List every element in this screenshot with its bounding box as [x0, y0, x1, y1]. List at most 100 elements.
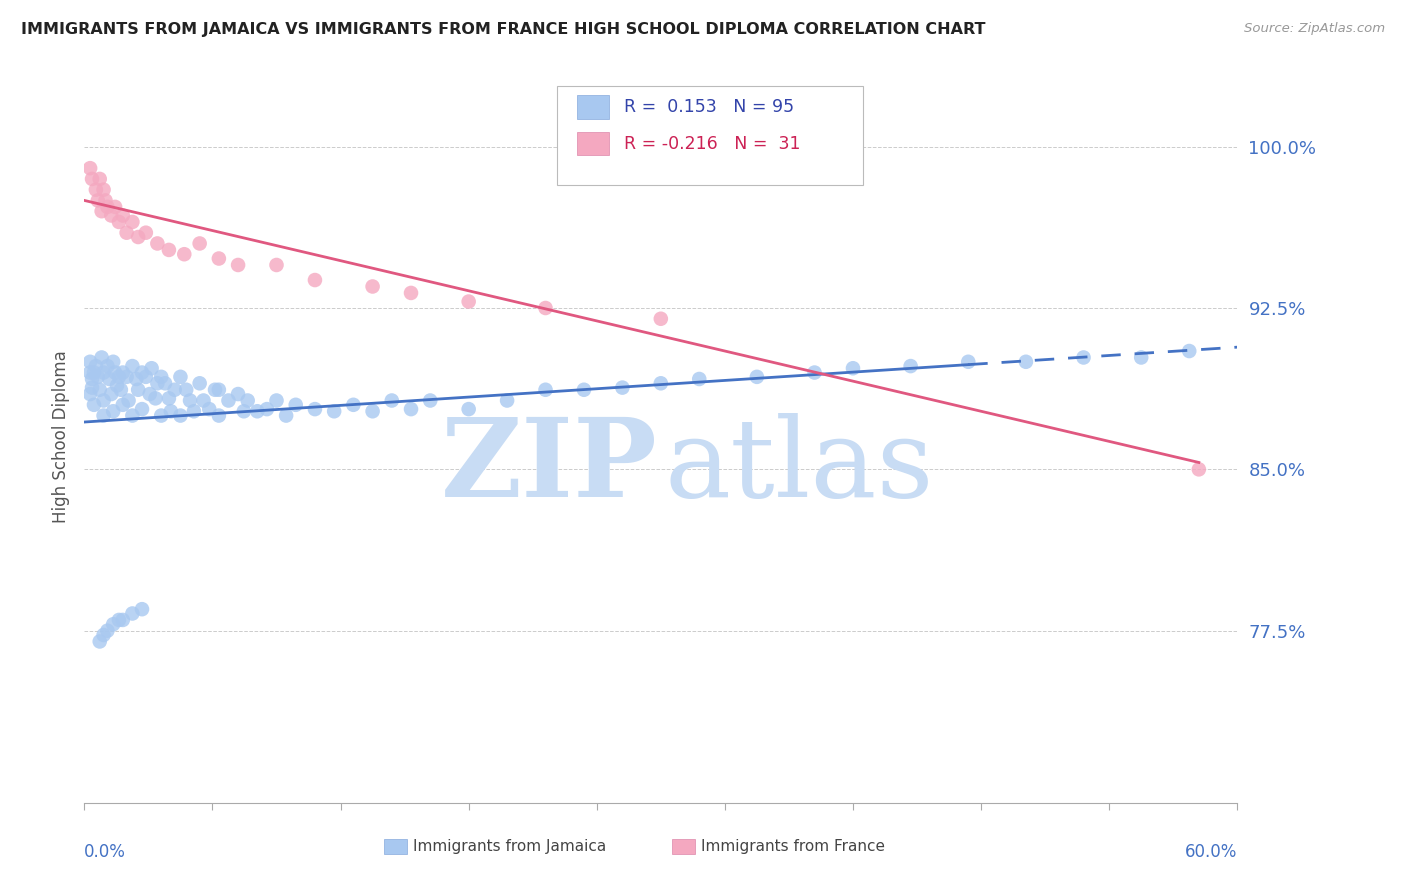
Point	[157, 243, 180, 257]
Point	[266, 258, 288, 272]
Point	[381, 393, 404, 408]
Text: Immigrants from France: Immigrants from France	[702, 839, 886, 855]
Point	[146, 376, 169, 391]
Point	[89, 634, 111, 648]
Point	[131, 602, 153, 616]
Text: 60.0%: 60.0%	[1185, 843, 1237, 861]
Bar	[384, 839, 408, 854]
Point	[79, 161, 101, 176]
Point	[169, 369, 191, 384]
Point	[127, 383, 149, 397]
Point	[226, 387, 249, 401]
Point	[266, 393, 288, 408]
Point	[304, 402, 326, 417]
Point	[1188, 462, 1211, 476]
Point	[957, 355, 980, 369]
Point	[127, 230, 149, 244]
Point	[208, 409, 231, 423]
Text: R =  0.153   N = 95: R = 0.153 N = 95	[624, 98, 794, 116]
Point	[188, 236, 211, 251]
Point	[87, 369, 110, 384]
Point	[204, 383, 226, 397]
Point	[121, 359, 143, 373]
Point	[900, 359, 922, 373]
Point	[80, 172, 103, 186]
Point	[650, 311, 672, 326]
Bar	[672, 839, 696, 854]
Point	[146, 236, 169, 251]
Point	[208, 383, 231, 397]
Point	[1073, 351, 1095, 365]
Point	[1130, 351, 1153, 365]
Point	[84, 183, 107, 197]
Point	[93, 628, 115, 642]
Point	[236, 393, 259, 408]
Point	[89, 383, 111, 397]
Point	[612, 381, 634, 395]
Point	[90, 204, 112, 219]
Point	[342, 398, 364, 412]
Point	[157, 392, 180, 406]
Point	[256, 402, 278, 417]
Point	[111, 398, 134, 412]
Point	[104, 200, 127, 214]
Point	[108, 613, 131, 627]
Point	[83, 366, 105, 380]
Point	[135, 369, 157, 384]
Point	[141, 361, 163, 376]
Point	[232, 404, 254, 418]
Point	[104, 366, 127, 380]
Point	[115, 369, 138, 384]
Point	[304, 273, 326, 287]
Bar	[576, 95, 609, 119]
Point	[115, 226, 138, 240]
Point	[96, 359, 118, 373]
Point	[103, 404, 124, 418]
Y-axis label: High School Diploma: High School Diploma	[52, 351, 70, 524]
Point	[419, 393, 441, 408]
Point	[83, 398, 105, 412]
Text: 0.0%: 0.0%	[84, 843, 127, 861]
Point	[153, 376, 176, 391]
Point	[150, 369, 173, 384]
Point	[688, 372, 710, 386]
Point	[226, 258, 249, 272]
Point	[457, 294, 479, 309]
Point	[125, 372, 148, 386]
Point	[174, 383, 197, 397]
Point	[399, 285, 422, 300]
Point	[100, 387, 122, 401]
Point	[98, 372, 121, 386]
Point	[93, 393, 115, 408]
Point	[96, 200, 118, 214]
Point	[111, 209, 134, 223]
Point	[121, 215, 143, 229]
Point	[93, 409, 115, 423]
Point	[745, 369, 768, 384]
Point	[496, 393, 519, 408]
Point	[80, 381, 103, 395]
Point	[169, 409, 191, 423]
Point	[188, 376, 211, 391]
Point	[361, 279, 384, 293]
Text: Immigrants from Jamaica: Immigrants from Jamaica	[413, 839, 606, 855]
Point	[276, 409, 298, 423]
Text: R = -0.216   N =  31: R = -0.216 N = 31	[624, 135, 800, 153]
Point	[163, 383, 186, 397]
Point	[457, 402, 479, 417]
Point	[117, 393, 139, 408]
Point	[100, 209, 122, 223]
Bar	[576, 132, 609, 155]
Point	[84, 359, 107, 373]
Point	[103, 617, 124, 632]
Point	[361, 404, 384, 418]
Point	[135, 226, 157, 240]
Point	[87, 194, 110, 208]
Point	[173, 247, 195, 261]
Point	[80, 372, 103, 386]
Point	[79, 366, 101, 380]
Point	[198, 402, 221, 417]
Point	[105, 378, 128, 392]
Point	[246, 404, 269, 418]
Point	[160, 404, 183, 418]
